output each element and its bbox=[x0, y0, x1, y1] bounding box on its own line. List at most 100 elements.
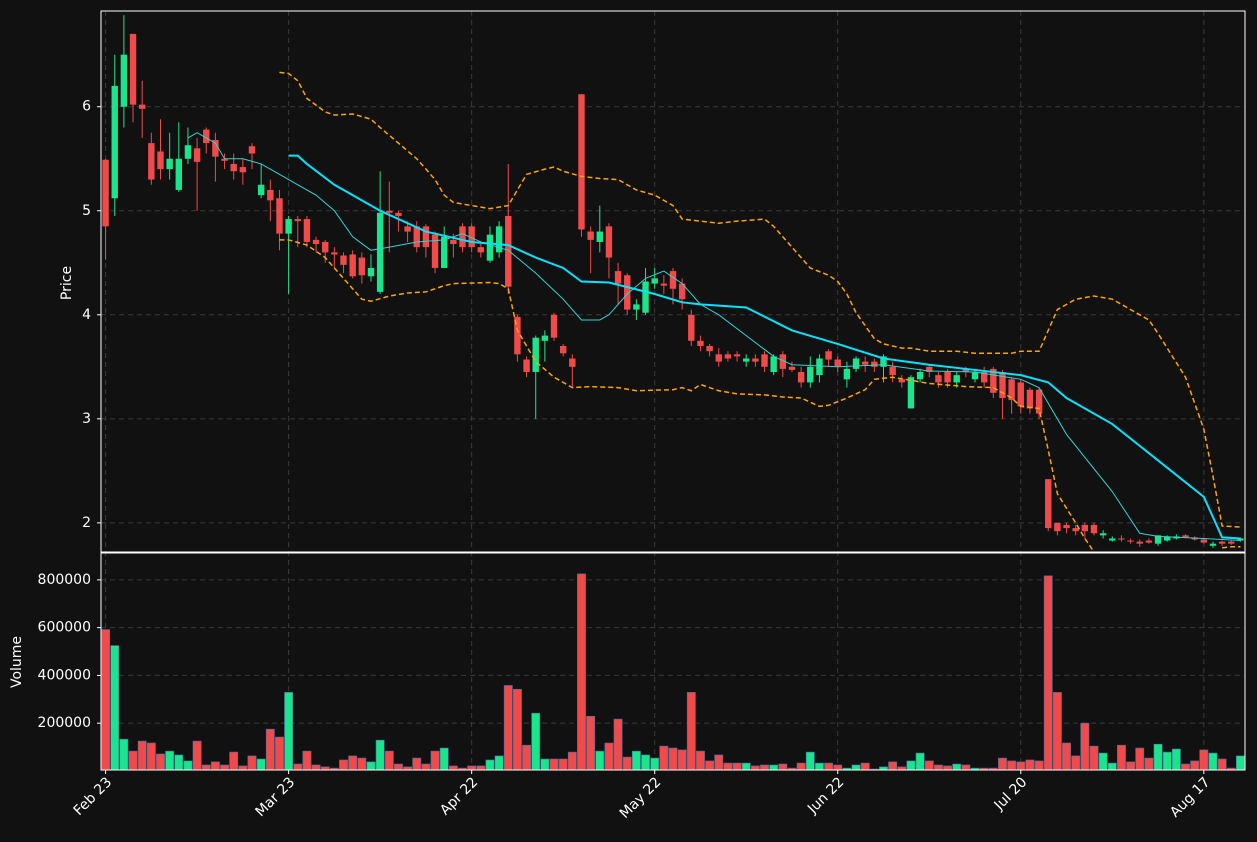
volume-bar bbox=[302, 750, 312, 771]
volume-bar bbox=[952, 763, 962, 771]
volume-bar bbox=[741, 762, 751, 771]
candle-body bbox=[386, 210, 393, 213]
volume-bar bbox=[1208, 752, 1218, 771]
candle-body bbox=[239, 167, 247, 173]
candle-body bbox=[1072, 528, 1079, 532]
candle-body bbox=[358, 257, 366, 276]
volume-bar bbox=[1062, 742, 1071, 771]
candle-body bbox=[550, 314, 558, 338]
price-panel bbox=[102, 15, 1244, 552]
candle-body bbox=[221, 158, 228, 161]
candle-body bbox=[807, 366, 814, 383]
volume-bar bbox=[1080, 722, 1090, 771]
volume-bar bbox=[1098, 752, 1108, 771]
volume-bar bbox=[1135, 747, 1145, 771]
candle-body bbox=[1127, 540, 1134, 542]
candle-body bbox=[230, 163, 237, 172]
volume-bar bbox=[256, 758, 266, 771]
candle-body bbox=[1118, 538, 1125, 540]
volume-bar bbox=[961, 764, 971, 771]
candle-body bbox=[120, 54, 128, 107]
candle-body bbox=[614, 271, 622, 284]
volume-bar bbox=[805, 751, 815, 771]
volume-bar bbox=[1181, 763, 1190, 771]
candle-body bbox=[587, 231, 594, 240]
candle-body bbox=[248, 146, 256, 154]
candle-body bbox=[697, 340, 704, 347]
volume-bar bbox=[412, 757, 422, 771]
volume-bar bbox=[201, 764, 211, 771]
price-frame bbox=[100, 10, 1246, 553]
volume-bar bbox=[156, 753, 165, 771]
candle-body bbox=[1090, 524, 1098, 534]
candle-body bbox=[797, 372, 805, 383]
volume-bar bbox=[467, 765, 477, 771]
candle-body bbox=[953, 375, 960, 383]
candle-body bbox=[193, 148, 201, 162]
candle-body bbox=[688, 314, 695, 341]
volume-bar bbox=[366, 761, 376, 771]
candle-body bbox=[898, 379, 906, 383]
candle-body bbox=[569, 358, 576, 367]
volume-bar bbox=[860, 762, 870, 771]
candle-body bbox=[825, 351, 832, 360]
candle-body bbox=[889, 366, 896, 376]
candle-body bbox=[578, 94, 585, 230]
volume-bar bbox=[119, 738, 129, 771]
volume-bar bbox=[732, 762, 742, 771]
volume-bar bbox=[750, 765, 760, 771]
candle-body bbox=[395, 212, 402, 216]
volume-bar bbox=[604, 742, 614, 771]
candle-body bbox=[779, 354, 787, 369]
volume-bar bbox=[641, 754, 650, 771]
candle-body bbox=[852, 358, 860, 369]
candle-body bbox=[1182, 535, 1189, 538]
candle-body bbox=[431, 234, 439, 268]
candle-body bbox=[724, 354, 732, 359]
volume-bar bbox=[933, 764, 943, 771]
volume-bar bbox=[421, 763, 431, 771]
volume-bar bbox=[448, 765, 458, 771]
candle-body bbox=[203, 129, 210, 144]
volume-bar bbox=[924, 760, 934, 771]
volume-bar bbox=[760, 764, 769, 771]
candle-body bbox=[111, 85, 118, 199]
volume-bar bbox=[394, 763, 403, 771]
volume-frame bbox=[100, 552, 1246, 771]
candle-body bbox=[1218, 541, 1226, 544]
candle-body bbox=[1099, 533, 1107, 536]
candle-body bbox=[907, 377, 915, 409]
volume-bar bbox=[915, 752, 925, 771]
volume-bar bbox=[101, 629, 110, 771]
candle-body bbox=[788, 366, 796, 370]
volume-bar bbox=[357, 757, 367, 771]
volume-bar bbox=[531, 712, 541, 771]
candle-body bbox=[1063, 524, 1070, 529]
volume-bar bbox=[247, 755, 257, 771]
volume-bar bbox=[1089, 745, 1099, 771]
y-tick-label: 2 bbox=[82, 515, 91, 531]
candle-body bbox=[944, 372, 951, 383]
volume-tick-label: 200000 bbox=[38, 715, 91, 731]
candle-body bbox=[990, 368, 997, 393]
candle-body bbox=[1237, 538, 1244, 541]
volume-bar bbox=[503, 685, 513, 771]
candle-body bbox=[523, 359, 530, 373]
volume-bar bbox=[1052, 692, 1062, 771]
volume-bar bbox=[1025, 759, 1035, 771]
candle-body bbox=[450, 239, 457, 245]
volume-bar bbox=[128, 750, 138, 771]
volume-bar bbox=[1153, 743, 1163, 771]
candle-body bbox=[1200, 539, 1208, 543]
volume-bar bbox=[824, 762, 834, 771]
y-axis-label: Price bbox=[59, 266, 75, 300]
volume-bar bbox=[1217, 758, 1227, 771]
candle-body bbox=[1017, 382, 1024, 407]
candle-body bbox=[651, 278, 658, 284]
candle-body bbox=[322, 241, 329, 253]
volume-bar bbox=[275, 736, 284, 771]
volume-bar bbox=[229, 751, 239, 771]
candle-body bbox=[752, 358, 759, 362]
